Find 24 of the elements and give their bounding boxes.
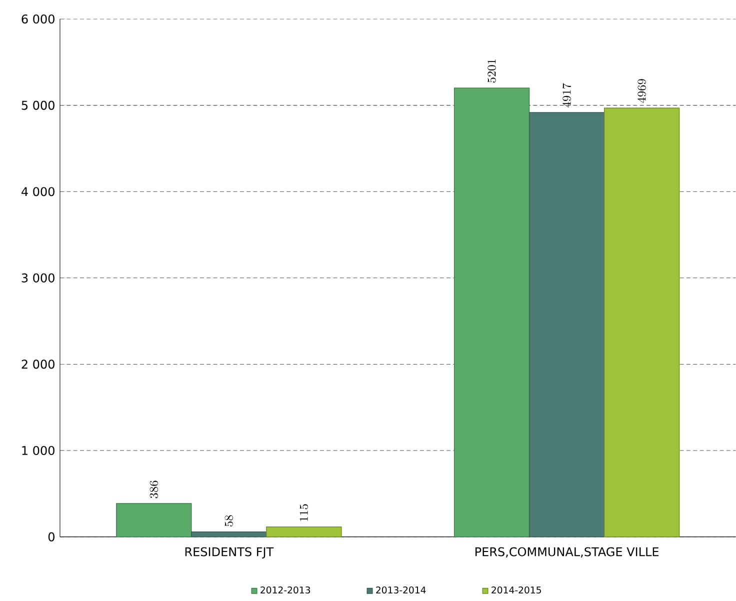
x-tick-label: RESIDENTS FJT — [185, 547, 274, 559]
data-label: 115 — [300, 504, 308, 522]
y-tick-label: 0 — [48, 532, 54, 542]
x-tick-label: PERS,COMMUNAL,STAGE VILLE — [476, 547, 659, 558]
y-tick-label: 5 000 — [22, 100, 54, 110]
data-label: 4969 — [638, 79, 646, 103]
bar — [604, 108, 680, 538]
legend-label: 2012-2013 — [260, 586, 310, 594]
y-tick-label: 2 000 — [22, 360, 54, 369]
y-tick-label: 4 000 — [22, 187, 54, 196]
bar — [191, 532, 267, 538]
data-label: 4917 — [562, 83, 571, 108]
legend-label: 2014-2015 — [492, 586, 541, 594]
bar — [454, 88, 530, 538]
y-tick-label: 1 000 — [22, 446, 54, 456]
y-tick-label: 6 000 — [22, 14, 54, 24]
bar — [266, 526, 342, 538]
data-label: 58 — [224, 515, 234, 527]
data-label: 386 — [150, 480, 158, 498]
bar — [528, 112, 605, 538]
legend-label: 2013-2014 — [376, 586, 426, 594]
bar — [116, 503, 192, 538]
data-label: 5201 — [488, 60, 496, 83]
y-tick-label: 3 000 — [22, 274, 54, 283]
